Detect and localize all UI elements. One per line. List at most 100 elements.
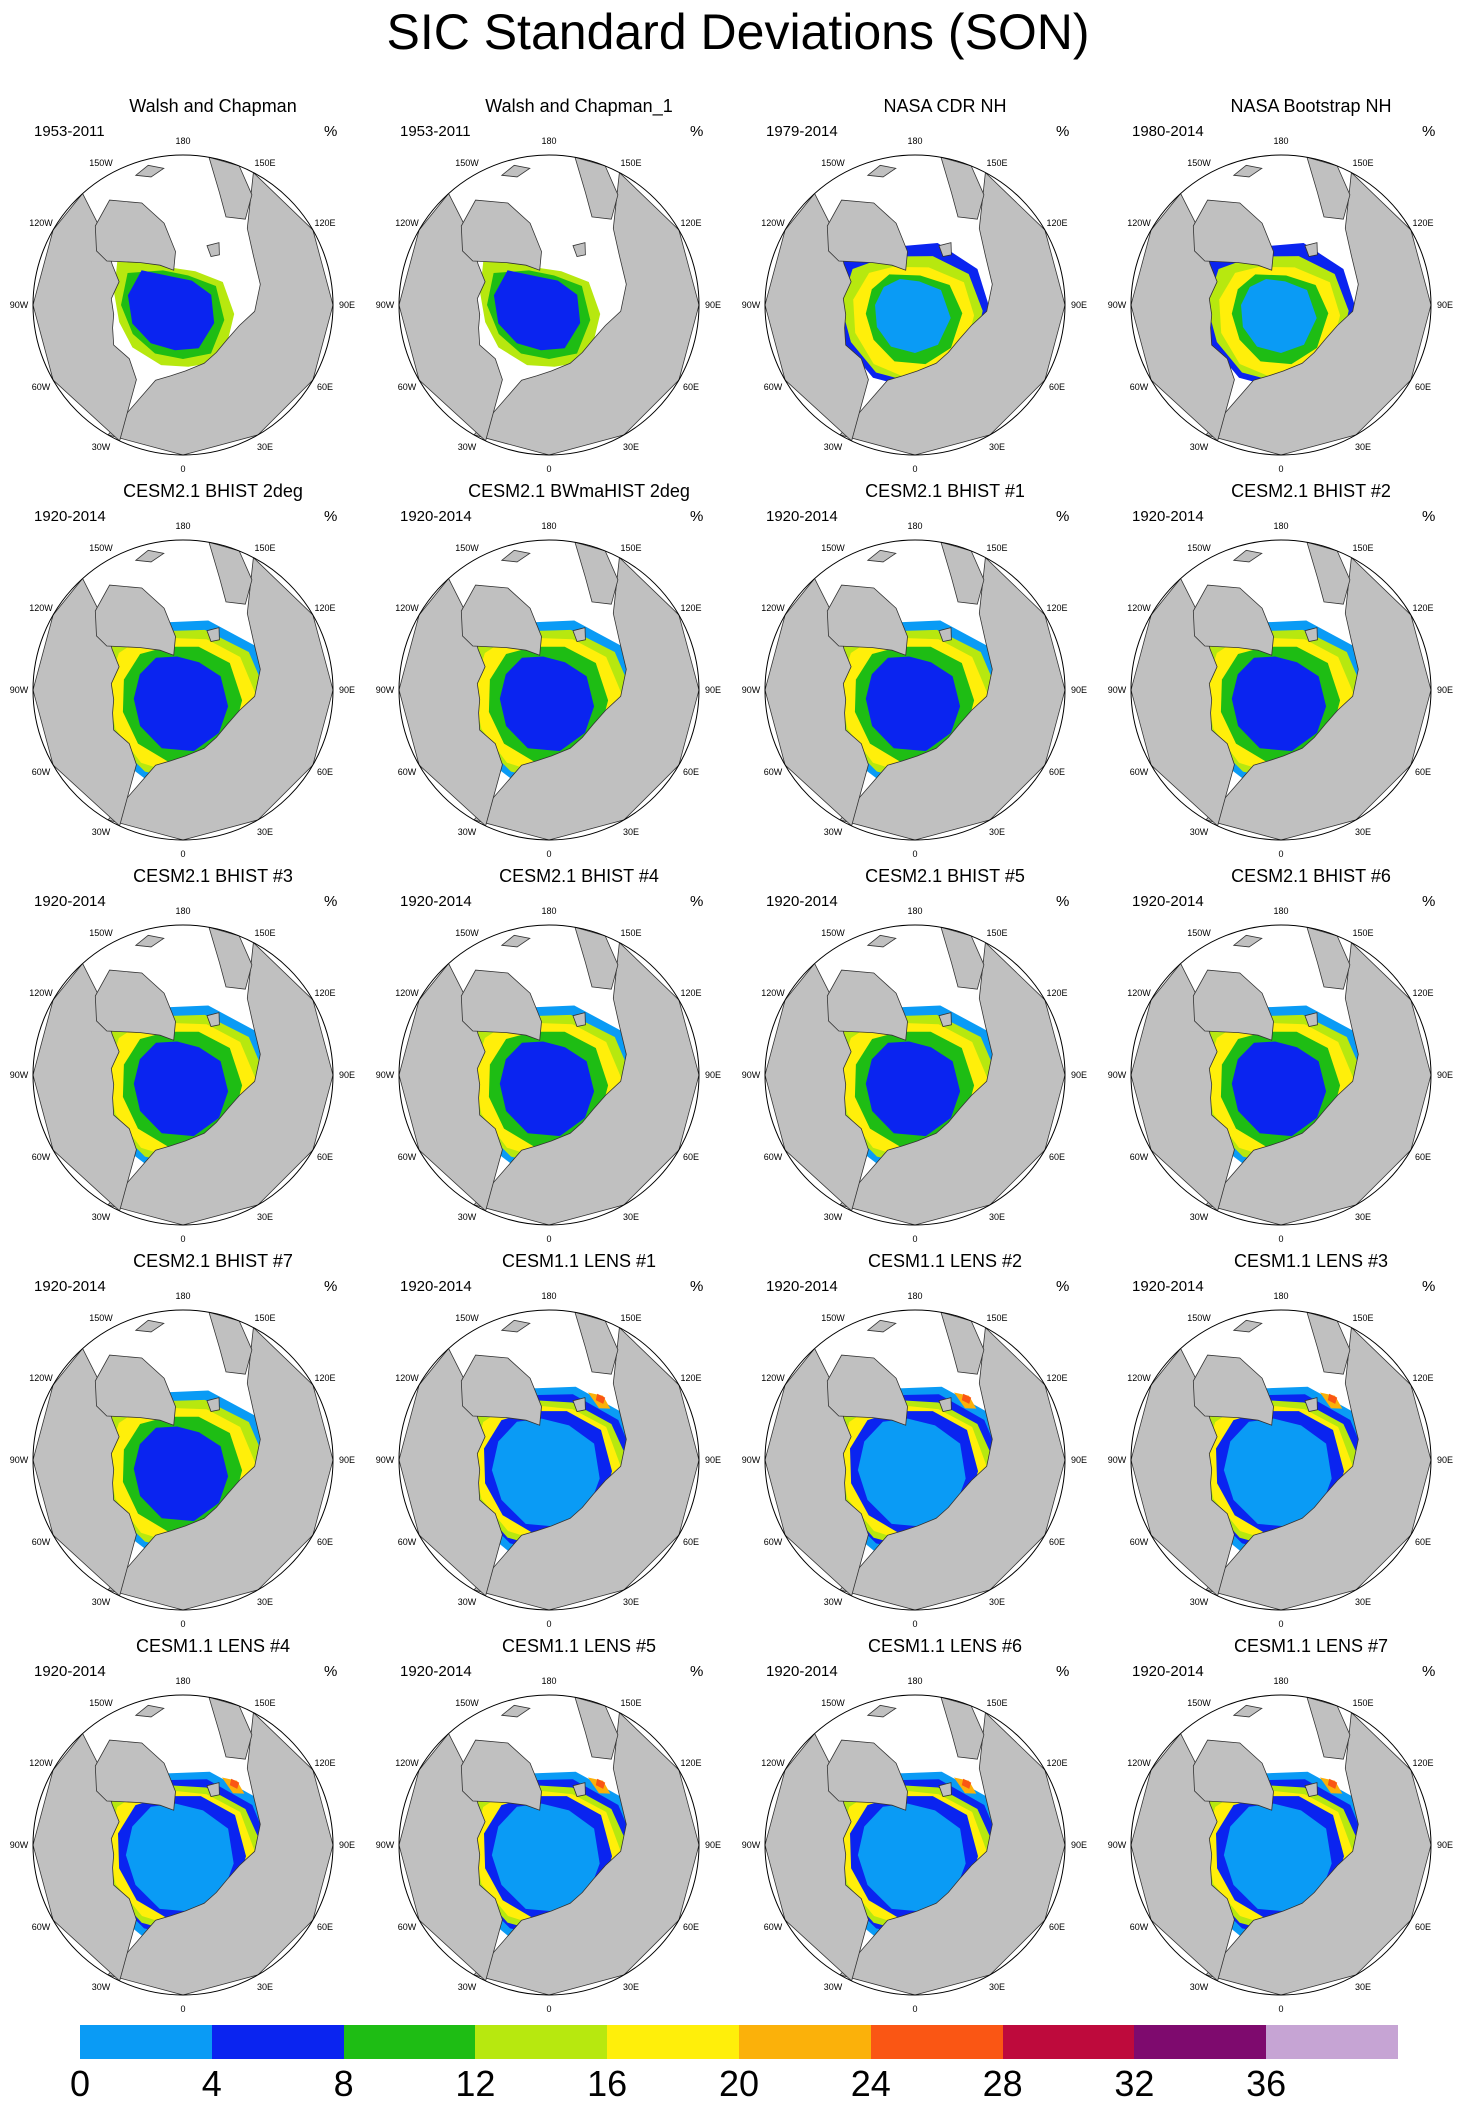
panel-title: CESM2.1 BHIST #3: [133, 866, 293, 886]
longitude-label: 30W: [92, 1212, 111, 1222]
longitude-label: 120E: [314, 1373, 335, 1383]
sic-contour-zone: [491, 1418, 600, 1527]
longitude-label: 30E: [989, 827, 1005, 837]
map-panel: NASA Bootstrap NH 1980-2014% 180 150W 150E 12…: [1108, 95, 1476, 475]
polar-map: 180 150W 150E 120W 120E 90W 90E 60W 60E 30W 30E 0: [1108, 1291, 1453, 1629]
colorbar-label: 20: [718, 2063, 760, 2104]
polar-map: 180 150W 150E 120W 120E 90W 90E 60W 60E 30W 30E 0: [10, 521, 355, 859]
longitude-label: 180: [907, 906, 922, 916]
longitude-label: 30E: [989, 1597, 1005, 1607]
longitude-label: 30E: [257, 1982, 273, 1992]
longitude-label: 120E: [1046, 1373, 1067, 1383]
longitude-label: 120W: [395, 988, 419, 998]
land-mass: [500, 549, 531, 563]
map-panel: CESM1.1 LENS #7 1920-2014% 180 150W 150E 120W…: [1108, 1635, 1476, 2015]
longitude-label: 180: [907, 136, 922, 146]
map-panel: CESM2.1 BHIST 2deg 1920-2014% 180 150W 150E 1…: [10, 480, 396, 860]
colorbar-segment: [1266, 2025, 1398, 2059]
longitude-label: 30W: [92, 442, 111, 452]
map-panel: CESM1.1 LENS #1 1920-2014% 180 150W 150E 120W…: [376, 1250, 762, 1630]
longitude-label: 30E: [623, 1982, 639, 1992]
map-boundary: [398, 1694, 700, 1996]
longitude-label: 90E: [705, 1455, 721, 1465]
longitude-label: 60W: [398, 1922, 417, 1932]
longitude-label: 60E: [1049, 1152, 1065, 1162]
longitude-label: 0: [546, 1234, 551, 1244]
panel-years: 1920-2014: [1132, 508, 1204, 525]
map-boundary: [1130, 1694, 1432, 1996]
land-mass: [572, 1397, 586, 1412]
colorbar-segment: [870, 2025, 1003, 2059]
polar-map: 180 150W 150E 120W 120E 90W 90E 60W 60E 30W 30E 0: [10, 1291, 355, 1629]
longitude-label: 150W: [89, 928, 113, 938]
longitude-label: 60E: [1415, 1537, 1431, 1547]
map-panel: Walsh and Chapman 1953-2011% 180 150W 150E 12…: [10, 95, 396, 475]
longitude-label: 180: [907, 521, 922, 531]
panel-unit: %: [1422, 508, 1436, 525]
sic-contour-zone: [875, 279, 951, 353]
longitude-label: 180: [175, 521, 190, 531]
longitude-label: 0: [546, 464, 551, 474]
longitude-label: 30W: [824, 827, 843, 837]
map-panel: CESM1.1 LENS #3 1920-2014% 180 150W 150E 120W…: [1108, 1250, 1476, 1630]
longitude-label: 120W: [29, 218, 53, 228]
figure-title: SIC Standard Deviations (SON): [386, 4, 1090, 60]
longitude-label: 0: [1278, 2004, 1283, 2014]
land-mass: [134, 934, 165, 948]
longitude-label: 30W: [824, 1982, 843, 1992]
panel-unit: %: [324, 893, 338, 910]
land-mass: [765, 1347, 869, 1597]
longitude-label: 60W: [1130, 382, 1149, 392]
longitude-label: 90W: [1108, 300, 1127, 310]
land-mass: [33, 1347, 137, 1597]
longitude-label: 180: [541, 906, 556, 916]
sic-contour-zone: [133, 1041, 229, 1137]
longitude-label: 90W: [1108, 1840, 1127, 1850]
longitude-label: 120W: [29, 1758, 53, 1768]
land-mass: [399, 962, 503, 1212]
polar-map: 180 150W 150E 120W 120E 90W 90E 60W 60E 30W 30E 0: [1108, 906, 1453, 1244]
panel-unit: %: [324, 1663, 338, 1680]
colorbar-label: 36: [1246, 2063, 1287, 2104]
map-panel-grid: Walsh and Chapman 1953-2011% 180 150W 150E 12…: [10, 95, 1476, 2014]
land-mass: [826, 1354, 908, 1426]
map-boundary: [1130, 154, 1432, 456]
longitude-label: 120W: [761, 1758, 785, 1768]
panel-unit: %: [1056, 123, 1070, 140]
longitude-label: 60W: [398, 1152, 417, 1162]
longitude-label: 90E: [705, 300, 721, 310]
longitude-label: 90W: [376, 1840, 395, 1850]
land-mass: [1192, 1354, 1274, 1426]
panel-unit: %: [324, 123, 338, 140]
land-mass: [1192, 584, 1274, 656]
map-boundary: [32, 1309, 334, 1611]
longitude-label: 90W: [742, 1455, 761, 1465]
panel-unit: %: [690, 893, 704, 910]
polar-map: 180 150W 150E 120W 120E 90W 90E 60W 60E 30W 30E 0: [376, 521, 721, 859]
land-mass: [765, 577, 869, 827]
sic-contour-zone: [1327, 1778, 1338, 1789]
map-panel: CESM2.1 BHIST #7 1920-2014% 180 150W 150E 120…: [10, 1250, 396, 1630]
land-mass: [1304, 242, 1318, 257]
longitude-label: 0: [912, 1234, 917, 1244]
longitude-label: 30W: [92, 1597, 111, 1607]
longitude-label: 120W: [761, 218, 785, 228]
map-panel: CESM2.1 BHIST #6 1920-2014% 180 150W 150E 120…: [1108, 865, 1476, 1245]
sic-contour-zone: [857, 1803, 966, 1912]
panel-unit: %: [1422, 1278, 1436, 1295]
panel-title: CESM1.1 LENS #4: [135, 1636, 291, 1656]
polar-map: 180 150W 150E 120W 120E 90W 90E 60W 60E 30W 30E 0: [742, 136, 1087, 474]
land-mass: [938, 627, 952, 642]
longitude-label: 30W: [458, 1982, 477, 1992]
panel-years: 1920-2014: [766, 1663, 838, 1680]
longitude-label: 180: [541, 1676, 556, 1686]
sic-contour-zone: [1231, 1041, 1327, 1137]
land-mass: [1304, 1397, 1318, 1412]
longitude-label: 150E: [620, 1698, 641, 1708]
longitude-label: 60E: [683, 382, 699, 392]
panel-unit: %: [690, 1278, 704, 1295]
longitude-label: 60W: [32, 382, 51, 392]
longitude-label: 30E: [257, 442, 273, 452]
longitude-label: 60W: [32, 1152, 51, 1162]
land-mass: [206, 1782, 220, 1797]
